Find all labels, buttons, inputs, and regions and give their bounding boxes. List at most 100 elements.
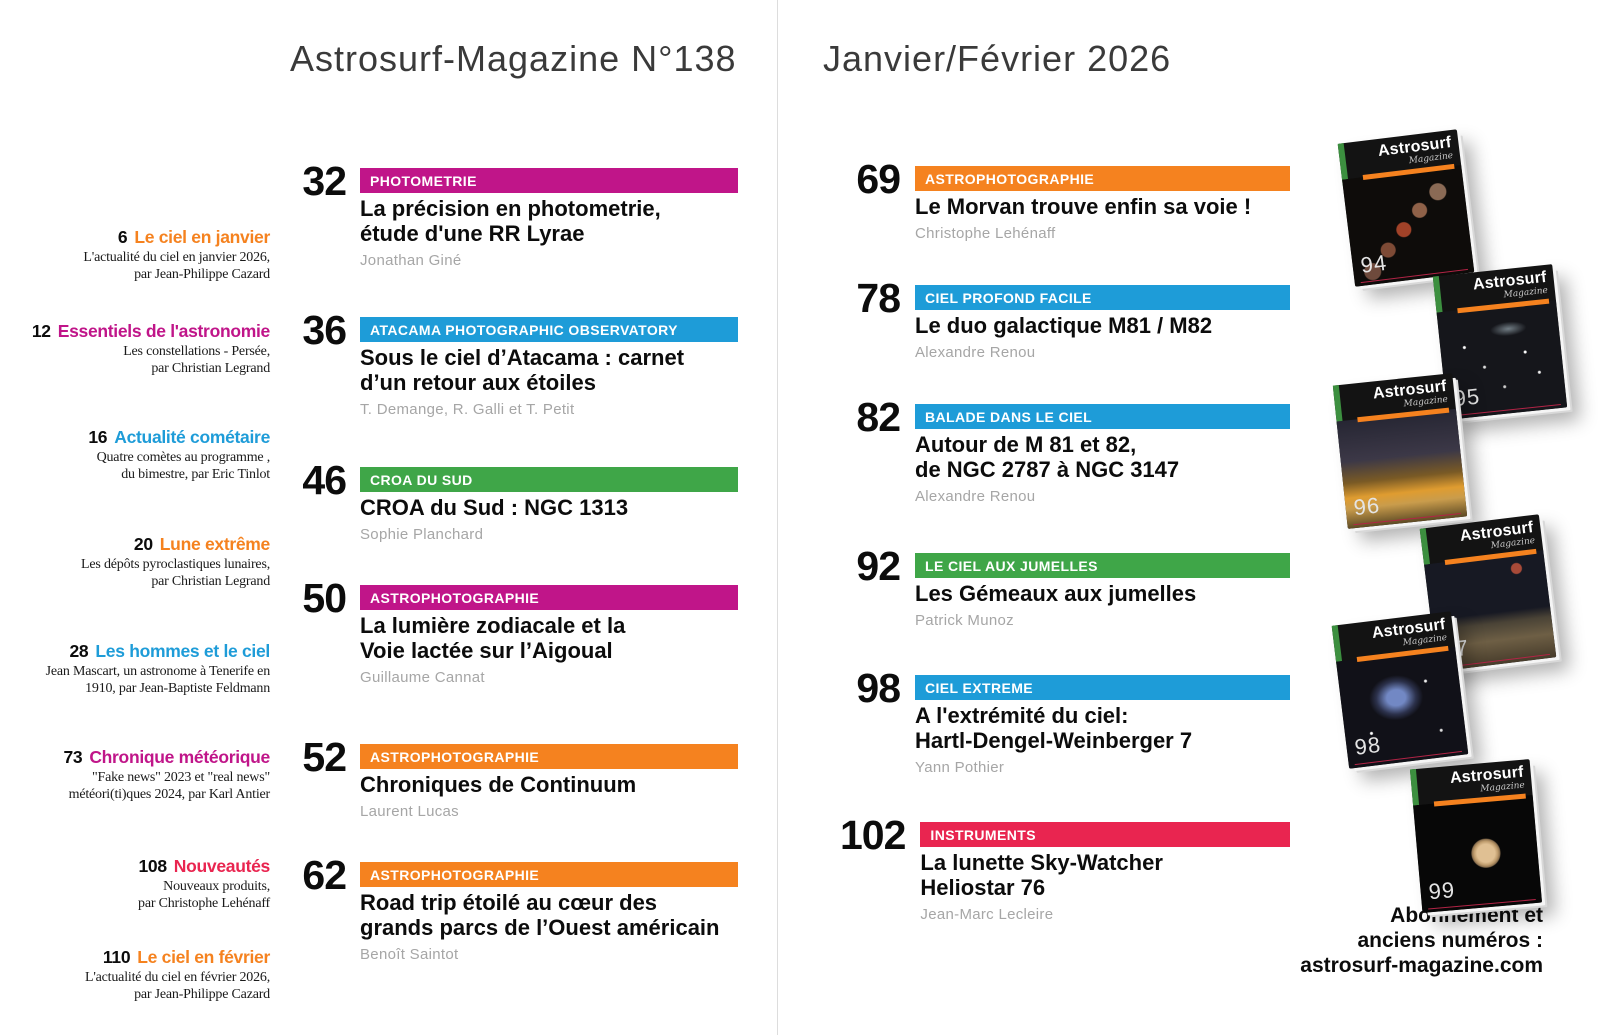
subscription-info[interactable]: Abonnement et anciens numéros : astrosur… (1300, 904, 1543, 977)
magazine-cover-99: Astrosurf Magazine 99 (1409, 759, 1543, 913)
article-title: CROA du Sud : NGC 1313 (360, 495, 629, 520)
entry-heading: 28 Les hommes et le ciel (0, 640, 271, 662)
entry-description: Jean Mascart, un astronome à Tenerife en… (45, 664, 271, 696)
page-number: 36 (302, 307, 347, 353)
page-number: 92 (856, 543, 901, 589)
category-badge: CIEL PROFOND FACILE (915, 285, 1290, 310)
page-number: 20 (133, 534, 153, 554)
category-badge: ATACAMA PHOTOGRAPHIC OBSERVATORY (360, 317, 738, 342)
feature-p62[interactable]: 62 ASTROPHOTOGRAPHIE Road trip étoilé au… (292, 853, 738, 963)
category-badge: INSTRUMENTS (920, 822, 1290, 847)
page-number: 98 (856, 665, 901, 711)
article-title: Le duo galactique M81 / M82 (915, 313, 1213, 338)
magazine-cover-98: Astrosurf Magazine 98 (1331, 611, 1469, 769)
page-number: 12 (31, 321, 51, 341)
magazine-cover-94: Astrosurf Magazine 94 (1337, 129, 1475, 287)
category-badge: CIEL EXTREME (915, 675, 1290, 700)
category-label: ASTROPHOTOGRAPHIE (370, 866, 540, 883)
feature-p36[interactable]: 36 ATACAMA PHOTOGRAPHIC OBSERVATORY Sous… (292, 308, 738, 418)
toc-entry-p20[interactable]: 20 Lune extrême Les dépôts pyroclastiques… (0, 533, 270, 590)
feature-body: BALADE DANS LE CIEL Autour de M 81 et 82… (915, 404, 1290, 505)
entry-description: "Fake news" 2023 et "real news" météori(… (68, 770, 271, 802)
magazine-cover-96: Astrosurf Magazine 96 (1332, 373, 1468, 529)
feature-body: PHOTOMETRIE La précision en photometrie,… (360, 168, 738, 269)
feature-p69[interactable]: 69 ASTROPHOTOGRAPHIE Le Morvan trouve en… (840, 157, 1290, 242)
toc-entry-p108[interactable]: 108 Nouveautés Nouveaux produits, par Chr… (0, 855, 270, 912)
article-author: Alexandre Renou (915, 344, 1036, 361)
article-author: Alexandre Renou (915, 488, 1036, 505)
feature-p92[interactable]: 92 LE CIEL AUX JUMELLES Les Gémeaux aux … (840, 544, 1290, 629)
category-label: BALADE DANS LE CIEL (925, 408, 1093, 425)
article-author: Jonathan Giné (360, 252, 462, 269)
article-author: T. Demange, R. Galli et T. Petit (360, 401, 575, 418)
page-number: 102 (840, 812, 906, 858)
page-number: 62 (302, 852, 347, 898)
category-label: INSTRUMENTS (930, 826, 1036, 843)
entry-description: Les constellations - Persée, par Christi… (123, 344, 270, 376)
page-number: 50 (302, 575, 347, 621)
feature-p32[interactable]: 32 PHOTOMETRIE La précision en photometr… (292, 159, 738, 269)
page-number: 28 (69, 641, 89, 661)
feature-body: ASTROPHOTOGRAPHIE Road trip étoilé au cœ… (360, 862, 738, 963)
category-label: ASTROPHOTOGRAPHIE (370, 589, 540, 606)
page-number: 6 (117, 227, 128, 247)
feature-body: ASTROPHOTOGRAPHIE La lumière zodiacale e… (360, 585, 738, 686)
category-label: ASTROPHOTOGRAPHIE (925, 170, 1095, 187)
category-label: CIEL PROFOND FACILE (925, 289, 1092, 306)
entry-heading: 73 Chronique météorique (0, 746, 270, 768)
category-label: CROA DU SUD (370, 471, 473, 488)
article-title: Sous le ciel d’Atacama : carnet d’un ret… (360, 345, 685, 395)
category-badge: ASTROPHOTOGRAPHIE (360, 744, 738, 769)
feature-body: ASTROPHOTOGRAPHIE Chroniques de Continuu… (360, 744, 738, 820)
entry-description: Quatre comètes au programme , du bimestr… (96, 450, 271, 482)
article-author: Laurent Lucas (360, 803, 459, 820)
feature-body: INSTRUMENTS La lunette Sky-Watcher Helio… (920, 822, 1290, 923)
entry-title: Essentiels de l'astronomie (57, 321, 271, 341)
toc-entry-p12[interactable]: 12 Essentiels de l'astronomie Les constel… (0, 320, 270, 377)
article-author: Patrick Munoz (915, 612, 1014, 629)
page-number: 73 (63, 747, 83, 767)
toc-entry-p110[interactable]: 110 Le ciel en février L'actualité du cie… (0, 946, 270, 1003)
category-label: ATACAMA PHOTOGRAPHIC OBSERVATORY (370, 321, 678, 338)
article-author: Sophie Planchard (360, 526, 484, 543)
entry-heading: 16 Actualité cométaire (0, 426, 270, 448)
cover-issue-number: 99 (1427, 877, 1457, 905)
cover-issue-number: 95 (1452, 383, 1482, 412)
page-number: 110 (102, 947, 131, 967)
issue-date: Janvier/Février 2026 (823, 38, 1172, 79)
category-badge: PHOTOMETRIE (360, 168, 738, 193)
feature-p78[interactable]: 78 CIEL PROFOND FACILE Le duo galactique… (840, 276, 1290, 361)
category-badge: ASTROPHOTOGRAPHIE (915, 166, 1290, 191)
feature-body: CIEL EXTREME A l'extrémité du ciel: Hart… (915, 675, 1290, 776)
feature-body: ASTROPHOTOGRAPHIE Le Morvan trouve enfin… (915, 166, 1290, 242)
entry-heading: 20 Lune extrême (0, 533, 270, 555)
article-author: Benoît Saintot (360, 946, 459, 963)
feature-p102[interactable]: 102 INSTRUMENTS La lunette Sky-Watcher H… (840, 813, 1290, 923)
article-author: Christophe Lehénaff (915, 225, 1056, 242)
entry-description: L'actualité du ciel en janvier 2026, par… (83, 250, 270, 282)
cover-issue-number: 96 (1352, 492, 1382, 521)
feature-body: LE CIEL AUX JUMELLES Les Gémeaux aux jum… (915, 553, 1290, 629)
toc-entry-p16[interactable]: 16 Actualité cométaire Quatre comètes au … (0, 426, 270, 483)
entry-title: Les hommes et le ciel (95, 641, 270, 661)
feature-p98[interactable]: 98 CIEL EXTREME A l'extrémité du ciel: H… (840, 666, 1290, 776)
feature-p82[interactable]: 82 BALADE DANS LE CIEL Autour de M 81 et… (840, 395, 1290, 505)
article-title: La lunette Sky-Watcher Heliostar 76 (920, 850, 1163, 900)
category-badge: ASTROPHOTOGRAPHIE (360, 585, 738, 610)
article-title: Road trip étoilé au cœur des grands parc… (360, 890, 720, 940)
category-label: ASTROPHOTOGRAPHIE (370, 748, 540, 765)
feature-p50[interactable]: 50 ASTROPHOTOGRAPHIE La lumière zodiacal… (292, 576, 738, 686)
feature-p46[interactable]: 46 CROA DU SUD CROA du Sud : NGC 1313 So… (292, 458, 738, 543)
toc-entry-p28[interactable]: 28 Les hommes et le ciel Jean Mascart, un… (0, 640, 271, 697)
feature-body: ATACAMA PHOTOGRAPHIC OBSERVATORY Sous le… (360, 317, 738, 418)
toc-entry-p6[interactable]: 6 Le ciel en janvier L'actualité du ciel … (0, 226, 270, 283)
article-title: Chroniques de Continuum (360, 772, 637, 797)
feature-p52[interactable]: 52 ASTROPHOTOGRAPHIE Chroniques de Conti… (292, 735, 738, 820)
article-title: Le Morvan trouve enfin sa voie ! (915, 194, 1252, 219)
magazine-title: Astrosurf-Magazine N°138 (290, 38, 737, 79)
toc-entry-p73[interactable]: 73 Chronique météorique "Fake news" 2023 … (0, 746, 270, 803)
entry-title: Lune extrême (159, 534, 271, 554)
entry-title: Actualité cométaire (114, 427, 270, 447)
cover-issue-number: 98 (1353, 731, 1383, 760)
